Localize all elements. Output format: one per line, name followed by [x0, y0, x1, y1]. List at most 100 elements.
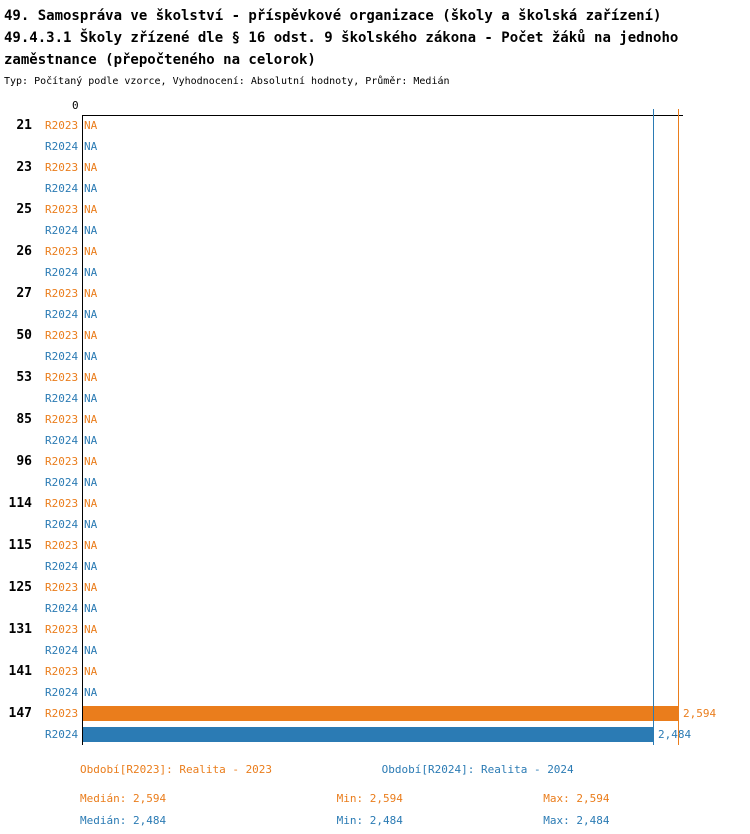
series-label-r2023: R2023 — [45, 161, 79, 174]
na-value-label: NA — [84, 602, 98, 615]
na-value-label: NA — [84, 182, 98, 195]
plot-cell: NA — [82, 430, 750, 451]
series-label-r2024: R2024 — [45, 182, 79, 195]
legend-item-r2023: Období[R2023]: Realita - 2023 — [80, 763, 273, 776]
na-value-label: NA — [84, 119, 98, 132]
na-value-label: NA — [84, 434, 98, 447]
bar-row: 25 R2023 NA — [0, 199, 750, 220]
bar-row: 26 R2023 NA — [0, 241, 750, 262]
median-r2024: Medián: 2,484 — [80, 814, 167, 827]
bar-rows: 21 R2023 NA R2024 NA 23 R2023 NA R2024 NA 25 R2023 N… — [0, 115, 750, 745]
category-label: 147 — [8, 706, 32, 721]
plot-cell: NA — [82, 577, 750, 598]
plot-cell: NA — [82, 325, 750, 346]
series-label-r2024: R2024 — [45, 350, 79, 363]
chart-title: 49. Samospráva ve školství - příspěvkové… — [4, 8, 662, 24]
category-label: 53 — [16, 370, 32, 385]
plot-cell: NA — [82, 388, 750, 409]
bar-r2024 — [83, 727, 653, 742]
bar-row: 147 R2023 2,594 — [0, 703, 750, 724]
series-label-r2023: R2023 — [45, 665, 79, 678]
category-label: 21 — [16, 118, 32, 133]
category-label: 115 — [8, 538, 32, 553]
series-label-r2023: R2023 — [45, 329, 79, 342]
na-value-label: NA — [84, 161, 98, 174]
bar-value-label: 2,484 — [658, 728, 692, 741]
plot-cell: 2,484 — [82, 724, 750, 745]
x-axis: 0 — [0, 92, 750, 114]
na-value-label: NA — [84, 245, 98, 258]
category-label: 141 — [8, 664, 32, 679]
stats-row-r2024: Medián: 2,484 Min: 2,484 Max: 2,484 — [0, 810, 750, 832]
na-value-label: NA — [84, 518, 98, 531]
bar-r2023 — [83, 706, 678, 721]
category-label: 27 — [16, 286, 32, 301]
plot-cell: NA — [82, 199, 750, 220]
bar-row: R2024 NA — [0, 388, 750, 409]
category-label: 114 — [8, 496, 32, 511]
series-label-r2024: R2024 — [45, 644, 79, 657]
plot-cell: NA — [82, 241, 750, 262]
series-label-r2023: R2023 — [45, 623, 79, 636]
bar-value-label: 2,594 — [683, 707, 717, 720]
category-label: 85 — [16, 412, 32, 427]
na-value-label: NA — [84, 497, 98, 510]
plot-cell: NA — [82, 640, 750, 661]
series-label-r2024: R2024 — [45, 266, 79, 279]
series-label-r2024: R2024 — [45, 308, 79, 321]
plot-cell: NA — [82, 451, 750, 472]
bar-row: R2024 NA — [0, 598, 750, 619]
plot-cell: NA — [82, 682, 750, 703]
category-label: 96 — [16, 454, 32, 469]
plot-cell: 2,594 — [82, 703, 750, 724]
na-value-label: NA — [84, 140, 98, 153]
bar-row: 131 R2023 NA — [0, 619, 750, 640]
legend-item-r2024: Období[R2024]: Realita - 2024 — [381, 763, 574, 776]
plot-cell: NA — [82, 619, 750, 640]
series-label-r2023: R2023 — [45, 497, 79, 510]
max-r2024: Max: 2,484 — [543, 814, 610, 827]
bar-row: R2024 NA — [0, 178, 750, 199]
bar-row: 50 R2023 NA — [0, 325, 750, 346]
series-label-r2023: R2023 — [45, 119, 79, 132]
plot-cell: NA — [82, 178, 750, 199]
series-label-r2024: R2024 — [45, 434, 79, 447]
bar-row: R2024 NA — [0, 430, 750, 451]
na-value-label: NA — [84, 287, 98, 300]
na-value-label: NA — [84, 665, 98, 678]
na-value-label: NA — [84, 413, 98, 426]
na-value-label: NA — [84, 371, 98, 384]
chart-note: Typ: Počítaný podle vzorce, Vyhodnocení:… — [4, 76, 450, 87]
plot-cell: NA — [82, 556, 750, 577]
min-r2024: Min: 2,484 — [336, 814, 403, 827]
series-label-r2024: R2024 — [45, 140, 79, 153]
plot-cell: NA — [82, 493, 750, 514]
plot-cell: NA — [82, 262, 750, 283]
plot-area: 21 R2023 NA R2024 NA 23 R2023 NA R2024 NA 25 R2023 N… — [0, 109, 750, 745]
series-label-r2023: R2023 — [45, 413, 79, 426]
series-label-r2024: R2024 — [45, 518, 79, 531]
bar-row: R2024 2,484 — [0, 724, 750, 745]
na-value-label: NA — [84, 203, 98, 216]
series-label-r2023: R2023 — [45, 245, 79, 258]
na-value-label: NA — [84, 476, 98, 489]
series-label-r2023: R2023 — [45, 203, 79, 216]
series-label-r2023: R2023 — [45, 287, 79, 300]
median-line-r2023 — [678, 109, 679, 745]
na-value-label: NA — [84, 455, 98, 468]
series-label-r2023: R2023 — [45, 455, 79, 468]
na-value-label: NA — [84, 560, 98, 573]
na-value-label: NA — [84, 644, 98, 657]
bar-row: 21 R2023 NA — [0, 115, 750, 136]
na-value-label: NA — [84, 266, 98, 279]
median-r2023: Medián: 2,594 — [80, 792, 167, 805]
series-label-r2024: R2024 — [45, 224, 79, 237]
plot-cell: NA — [82, 472, 750, 493]
chart-header: 49. Samospráva ve školství - příspěvkové… — [0, 0, 750, 92]
plot-cell: NA — [82, 304, 750, 325]
na-value-label: NA — [84, 392, 98, 405]
bar-row: R2024 NA — [0, 346, 750, 367]
bar-row: 85 R2023 NA — [0, 409, 750, 430]
bar-row: R2024 NA — [0, 220, 750, 241]
series-label-r2024: R2024 — [45, 560, 79, 573]
